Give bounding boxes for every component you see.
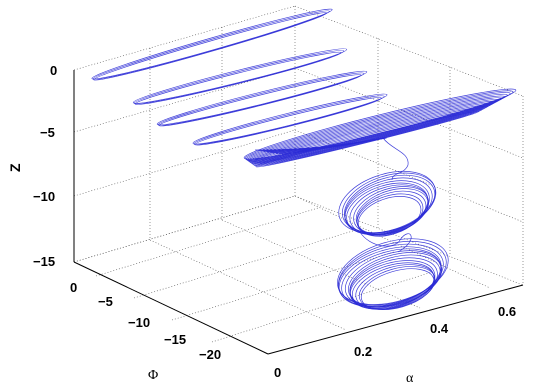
trajectory-coil-loop bbox=[358, 266, 436, 310]
trajectory-sheet-loop bbox=[192, 93, 388, 145]
y-tick-label: −15 bbox=[164, 332, 186, 347]
trajectory-sheet-loop bbox=[249, 99, 500, 163]
trajectory-sheet-loop bbox=[93, 12, 327, 81]
grid-lines bbox=[73, 5, 524, 355]
trajectory-sheet-loop bbox=[244, 90, 514, 160]
y-tick-label: −10 bbox=[128, 315, 150, 330]
y-axis-label: Φ bbox=[148, 368, 158, 383]
trajectory-coil-loop bbox=[353, 186, 429, 235]
trajectory-neck-curve bbox=[359, 231, 412, 253]
trajectory-coil-loop bbox=[348, 252, 443, 308]
trajectory-descent-curve bbox=[382, 137, 409, 181]
trajectory-sheet-loop bbox=[245, 92, 511, 161]
y-ticks: 0 −5 −10 −15 −20 bbox=[70, 280, 221, 362]
trajectory-sheet-loop bbox=[132, 48, 348, 104]
trajectory-sheet-loop bbox=[194, 97, 382, 146]
trajectory-sheet-loop bbox=[243, 88, 517, 160]
trajectory-funnel-curve bbox=[281, 137, 387, 155]
x-ticks: 0 0.2 0.4 0.6 bbox=[274, 304, 516, 380]
trajectory-coil-loop bbox=[338, 243, 444, 307]
trajectory-coil-loop bbox=[341, 172, 437, 234]
trajectory-sheet-loop bbox=[92, 10, 330, 80]
z-tick-label: 0 bbox=[50, 63, 57, 78]
trajectory-sheet-loop bbox=[246, 93, 508, 162]
trajectory-coil-loop bbox=[357, 196, 422, 237]
x-axis-line bbox=[267, 284, 524, 355]
trajectory-coil-loop bbox=[356, 193, 424, 237]
trajectory-coil-loop bbox=[338, 246, 442, 308]
z-tick-label: −5 bbox=[40, 125, 55, 140]
x-tick-label: 0 bbox=[274, 365, 281, 380]
x-tick-label: 0.2 bbox=[354, 344, 372, 359]
y-axis-line bbox=[73, 261, 269, 355]
trajectory-sheet-loop bbox=[255, 109, 483, 167]
trajectory-traces bbox=[91, 8, 517, 310]
trajectory-sheet-loop bbox=[256, 110, 480, 168]
trajectory-coil-loop bbox=[355, 188, 429, 235]
x-tick-label: 0.6 bbox=[498, 304, 516, 319]
z-tick-label: −15 bbox=[33, 254, 55, 269]
trajectory-sheet-loop bbox=[133, 50, 345, 105]
trajectory-coil-loop bbox=[360, 268, 435, 310]
y-tick-label: 0 bbox=[70, 280, 77, 295]
trajectory-sheet-loop bbox=[158, 74, 362, 127]
y-tick-label: −20 bbox=[199, 347, 221, 362]
trajectory-sheet-loop bbox=[251, 102, 494, 165]
trajectory-sheet-loop bbox=[134, 51, 342, 105]
trajectory-coil-loop bbox=[350, 260, 436, 310]
trajectory-sheet-loop bbox=[156, 70, 368, 126]
trajectory-sheet-loop bbox=[252, 104, 491, 165]
trajectory-sheet-loop bbox=[247, 95, 505, 162]
z-tick-label: −10 bbox=[33, 189, 55, 204]
trajectory-sheet-loop bbox=[248, 97, 503, 163]
axes bbox=[73, 70, 524, 355]
trajectory-sheet-loop bbox=[250, 100, 497, 164]
trajectory-sheet-loop bbox=[157, 72, 365, 126]
trajectory-sheet-loop bbox=[91, 8, 333, 80]
y-tick-label: −5 bbox=[98, 294, 113, 309]
trajectory-coil-loop bbox=[337, 238, 449, 305]
trajectory-sheet-loop bbox=[193, 95, 385, 145]
trajectory-coil-loop bbox=[344, 180, 430, 235]
z-axis-label: Z bbox=[7, 163, 23, 172]
z-ticks: 0 −5 −10 −15 bbox=[33, 63, 57, 269]
x-axis-label: α bbox=[406, 371, 414, 386]
x-tick-label: 0.4 bbox=[430, 321, 449, 336]
